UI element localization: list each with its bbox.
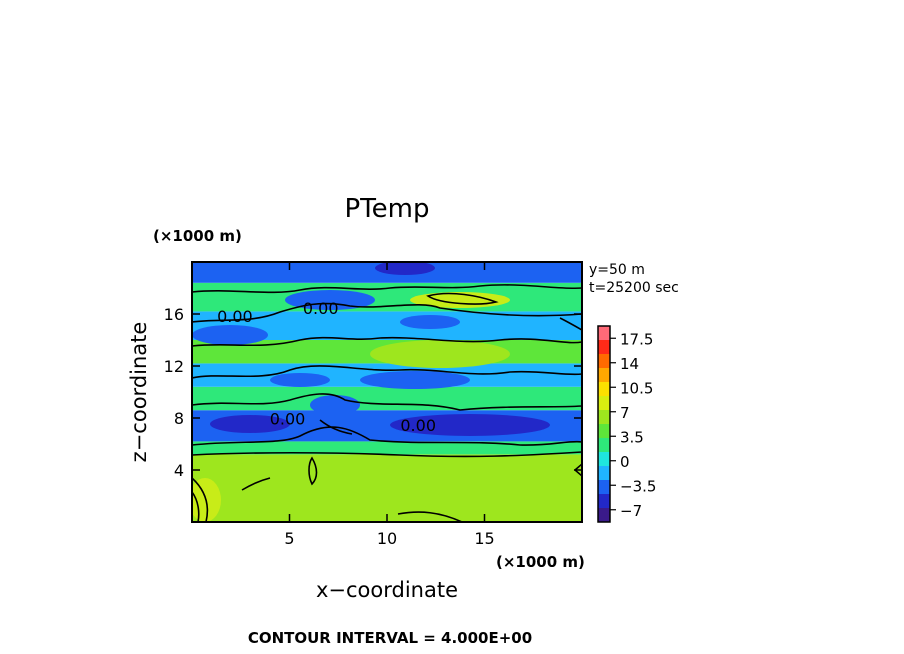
colorbar-tick-label: 17.5 — [620, 330, 653, 348]
colorbar-swatch — [598, 340, 610, 354]
cold-anomaly — [360, 371, 470, 389]
colorbar-swatch — [598, 354, 610, 368]
colorbar-swatch — [598, 368, 610, 382]
cold-anomaly — [375, 262, 435, 275]
cold-anomaly — [270, 373, 330, 387]
contour-label: 0.00 — [303, 299, 339, 318]
colorbar-swatch — [598, 382, 610, 396]
field-layer — [192, 441, 582, 455]
warm-anomaly — [420, 484, 540, 516]
y-axis-label: z−coordinate — [127, 322, 151, 463]
chart-title: PTemp — [345, 194, 430, 224]
y-axis: 4 8 12 16 — [164, 305, 582, 480]
colorbar-swatch — [598, 326, 610, 340]
colorbar-swatch — [598, 452, 610, 466]
colorbar-swatch — [598, 438, 610, 452]
warm-anomaly — [192, 478, 221, 522]
colorbar-swatch — [598, 396, 610, 410]
colorbar-tick-label: 3.5 — [620, 428, 644, 446]
colorbar-swatch — [598, 466, 610, 480]
cold-anomaly — [400, 315, 460, 329]
cold-anomaly — [192, 325, 268, 345]
colorbar-tick-label: 7 — [620, 404, 630, 422]
colorbar-swatch — [598, 410, 610, 424]
colorbar-swatch — [598, 494, 610, 508]
y-position-label: y=50 m — [589, 262, 645, 278]
contour-label: 0.00 — [217, 307, 253, 326]
colorbar-frame — [597, 325, 611, 523]
contour-labels: 0.00 0.00 0.00 0.00 — [217, 299, 436, 435]
x-tick-label: 5 — [284, 529, 294, 548]
contour-field — [192, 262, 582, 522]
contour-interval-note: CONTOUR INTERVAL = 4.000E+00 — [248, 629, 532, 647]
x-axis-label: x−coordinate — [316, 578, 458, 602]
colorbar-tick-label: −3.5 — [620, 477, 656, 495]
y-tick-label: 8 — [174, 409, 184, 428]
warm-anomaly — [370, 340, 510, 368]
y-tick-label: 4 — [174, 461, 184, 480]
time-label: t=25200 sec — [589, 280, 679, 296]
x-axis: 5 10 15 — [284, 262, 495, 548]
y-axis-unit: (×1000 m) — [153, 227, 242, 245]
cold-anomaly — [210, 415, 290, 433]
contour-label: 0.00 — [400, 416, 436, 435]
contour-label: 0.00 — [270, 410, 306, 429]
colorbar-tick-label: 10.5 — [620, 379, 653, 397]
colorbar-swatch — [598, 508, 610, 522]
contour-lines — [192, 284, 582, 522]
colorbar-tick-label: 0 — [620, 453, 630, 471]
cold-anomaly — [390, 414, 550, 436]
y-tick-label: 12 — [164, 357, 184, 376]
x-tick-label: 10 — [377, 529, 397, 548]
field-layer — [192, 386, 582, 411]
colorbar-swatch — [598, 480, 610, 494]
colorbar-tick-label: 14 — [620, 355, 639, 373]
colorbar: 17.5 14 10.5 7 3.5 0 −3.5 −7 — [597, 325, 656, 523]
x-tick-label: 15 — [474, 529, 494, 548]
x-axis-unit: (×1000 m) — [496, 553, 585, 571]
colorbar-swatch — [598, 424, 610, 438]
y-tick-label: 16 — [164, 305, 184, 324]
cold-anomaly — [310, 395, 360, 415]
colorbar-tick-label: −7 — [620, 502, 642, 520]
